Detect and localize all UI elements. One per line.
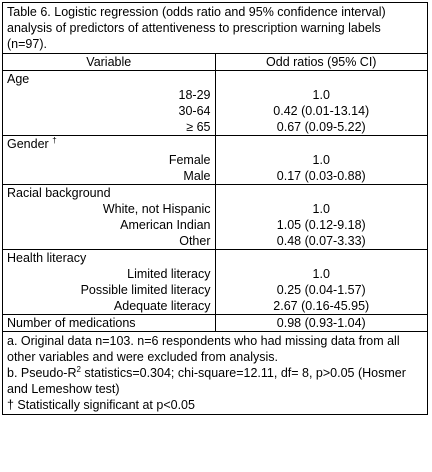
section-label: Gender †: [2, 135, 216, 152]
row-value: 0.42 (0.01-13.14): [214, 103, 428, 119]
row-value: 0.25 (0.04-1.57): [214, 282, 428, 298]
table-row: 30-64 0.42 (0.01-13.14): [2, 103, 428, 119]
table-body: Table 6. Logistic regression (odds ratio…: [2, 2, 428, 415]
table-row: ≥ 65 0.67 (0.09-5.22): [2, 119, 428, 136]
section-label-text: Gender: [7, 137, 49, 151]
row-label: 18-29: [2, 87, 216, 103]
superscript: 2: [76, 364, 81, 374]
row-label: Other: [2, 233, 216, 250]
row-value: 1.0: [214, 201, 428, 217]
row-label: Possible limited literacy: [2, 282, 216, 298]
section-label-text: Racial background: [7, 186, 111, 200]
table-row: Adequate literacy 2.67 (0.16-45.95): [2, 298, 428, 315]
table-row: Variable Odd ratios (95% CI): [2, 53, 428, 71]
table-row: Table 6. Logistic regression (odds ratio…: [2, 2, 428, 54]
row-label: 30-64: [2, 103, 216, 119]
row-label: American Indian: [2, 217, 216, 233]
table-row: Possible limited literacy 0.25 (0.04-1.57…: [2, 282, 428, 298]
table-row: Other 0.48 (0.07-3.33): [2, 233, 428, 250]
row-value: 1.0: [214, 152, 428, 168]
table-row: Gender †: [2, 135, 428, 152]
table-row: Age: [2, 70, 428, 87]
table-row: a. Original data n=103. n=6 respondents …: [2, 331, 428, 415]
section-label-text: Health literacy: [7, 251, 87, 265]
row-label: Limited literacy: [2, 266, 216, 282]
footnote: b. Pseudo-R2 statistics=0.304; chi-squar…: [7, 365, 423, 397]
empty-cell: [214, 135, 428, 152]
header-cell: Odd ratios (95% CI): [214, 53, 428, 71]
caption: Table 6. Logistic regression (odds ratio…: [2, 2, 428, 54]
results-table: Table 6. Logistic regression (odds ratio…: [2, 2, 428, 415]
empty-cell: [214, 249, 428, 266]
empty-cell: [214, 184, 428, 201]
empty-cell: [214, 70, 428, 87]
row-label: Female: [2, 152, 216, 168]
table-frame: Table 6. Logistic regression (odds ratio…: [2, 2, 428, 415]
row-value: 0.17 (0.03-0.88): [214, 168, 428, 185]
table-row: Limited literacy 1.0: [2, 266, 428, 282]
row-label: Adequate literacy: [2, 298, 216, 315]
row-label: Number of medications: [2, 314, 216, 332]
row-label: White, not Hispanic: [2, 201, 216, 217]
footnote: † Statistically significant at p<0.05: [7, 398, 195, 412]
footnote: a. Original data n=103. n=6 respondents …: [7, 334, 400, 364]
section-label: Age: [2, 70, 216, 87]
table-row: Racial background: [2, 184, 428, 201]
row-value: 0.67 (0.09-5.22): [214, 119, 428, 136]
table-row: White, not Hispanic 1.0: [2, 201, 428, 217]
footnotes: a. Original data n=103. n=6 respondents …: [2, 331, 428, 415]
section-label: Health literacy: [2, 249, 216, 266]
table-row: Number of medications 0.98 (0.93-1.04): [2, 314, 428, 332]
row-value: 1.0: [214, 266, 428, 282]
row-value: 0.48 (0.07-3.33): [214, 233, 428, 250]
row-label: ≥ 65: [2, 119, 216, 136]
table-row: Male 0.17 (0.03-0.88): [2, 168, 428, 185]
row-value: 1.0: [214, 87, 428, 103]
row-value: 2.67 (0.16-45.95): [214, 298, 428, 315]
footnote-mark: †: [52, 135, 57, 145]
row-value: 1.05 (0.12-9.18): [214, 217, 428, 233]
table-row: American Indian 1.05 (0.12-9.18): [2, 217, 428, 233]
footnote-text: b. Pseudo-R: [7, 366, 77, 380]
table-row: Female 1.0: [2, 152, 428, 168]
row-value: 0.98 (0.93-1.04): [214, 314, 428, 332]
footnote-text: statistics=0.304; chi-square=12.11, df= …: [7, 366, 406, 396]
table-row: Health literacy: [2, 249, 428, 266]
table-row: 18-29 1.0: [2, 87, 428, 103]
section-label-text: Age: [7, 72, 30, 86]
row-label: Male: [2, 168, 216, 185]
header-cell: Variable: [2, 53, 216, 71]
section-label: Racial background: [2, 184, 216, 201]
